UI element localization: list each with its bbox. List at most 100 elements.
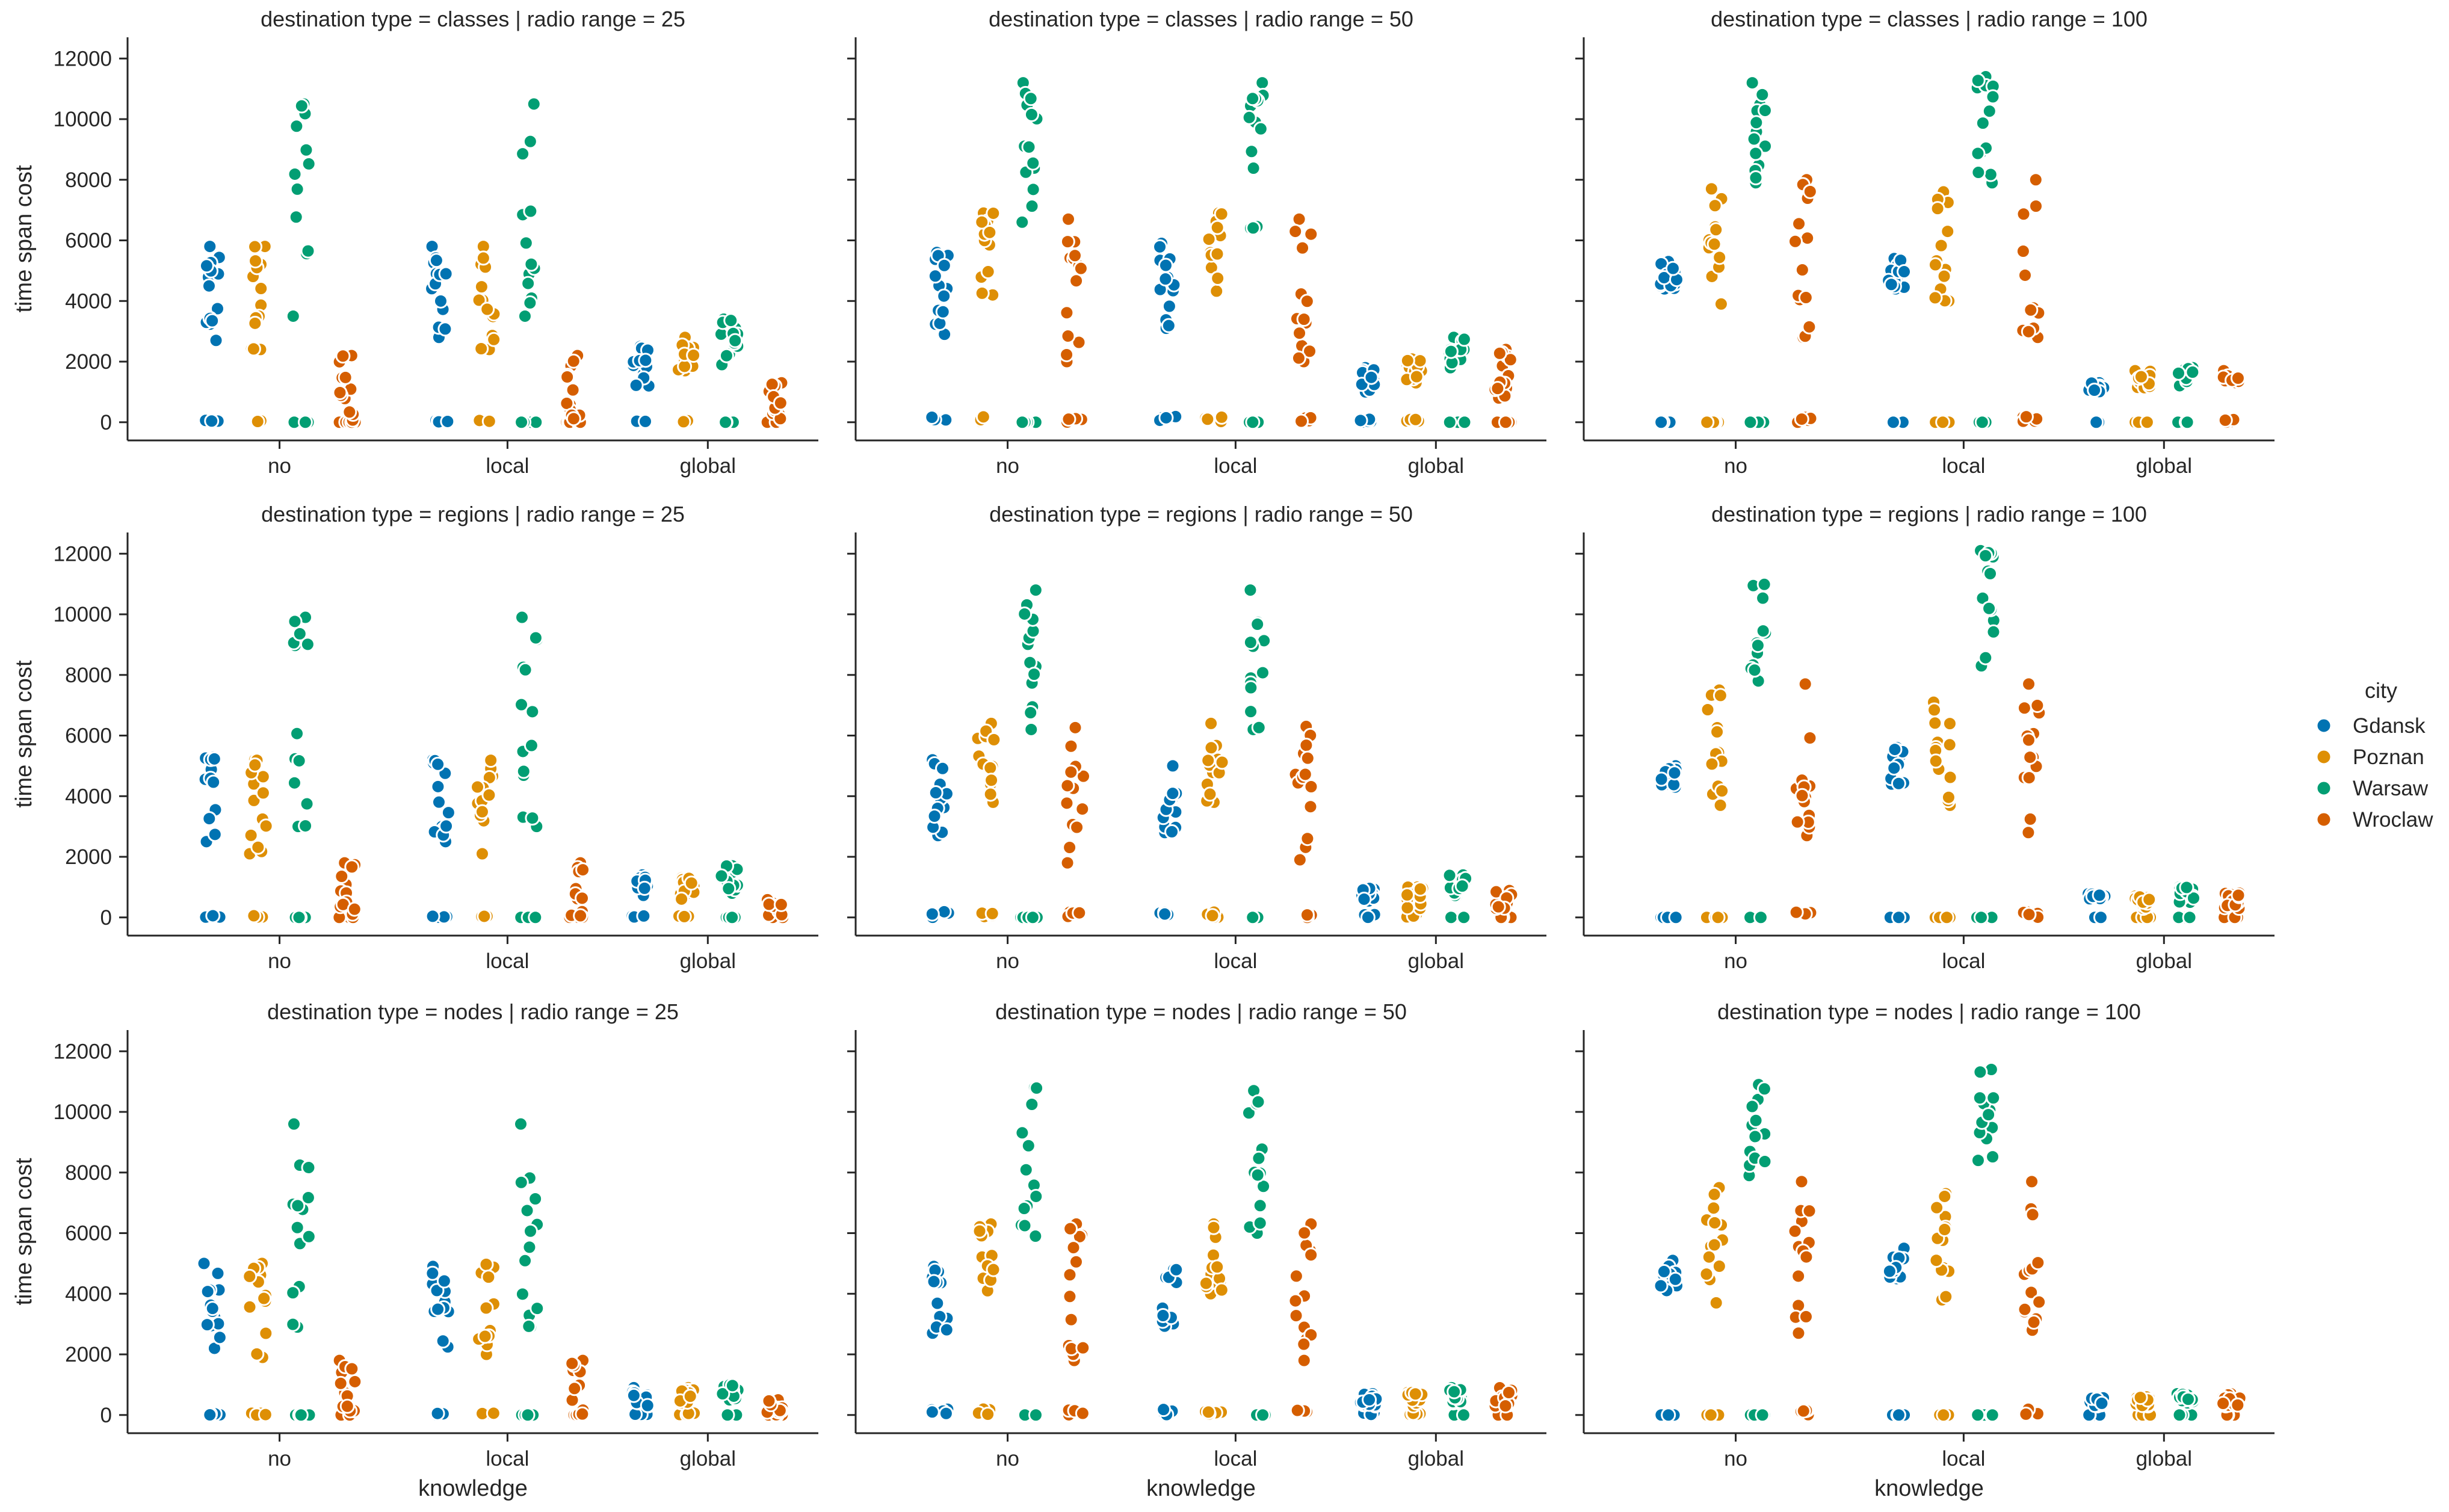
strip-point-poznan [1699, 415, 1715, 430]
strip-point-gdansk [926, 1274, 942, 1289]
strip-point-warsaw [1255, 75, 1270, 91]
strip-point-poznan [478, 1256, 494, 1272]
strip-point-warsaw [1983, 167, 1998, 182]
strip-point-warsaw [1748, 1112, 1764, 1128]
strip-point-poznan [1412, 881, 1428, 897]
strip-point-wroclaw [1802, 184, 1818, 199]
legend-marker-gdansk [2315, 717, 2332, 734]
strip-point-poznan [682, 1389, 698, 1404]
strip-point-poznan [481, 1270, 496, 1285]
facet: destination type = regions | radio range… [847, 502, 1546, 973]
strip-point-poznan [1942, 716, 1957, 732]
legend-marker-warsaw [2315, 780, 2332, 797]
strip-point-warsaw [301, 1160, 317, 1176]
strip-point-gdansk [939, 1322, 954, 1338]
strip-point-wroclaw [344, 859, 360, 875]
strip-point-gdansk [200, 1284, 215, 1300]
strip-point-warsaw [2170, 365, 2186, 381]
strip-point-warsaw [1757, 1153, 1773, 1169]
strip-point-warsaw [718, 415, 733, 430]
strip-point-gdansk [205, 313, 220, 329]
x-tick-label: no [268, 949, 291, 973]
strip-point-poznan [247, 757, 263, 773]
strip-point-warsaw [285, 1285, 301, 1301]
facet: destination type = classes | radio range… [847, 7, 1546, 478]
strip-point-gdansk [936, 258, 952, 273]
strip-point-wroclaw [2021, 825, 2036, 841]
strip-point-poznan [1706, 1237, 1722, 1253]
strip-point-wroclaw [2018, 409, 2034, 425]
strip-point-warsaw [517, 308, 533, 324]
strip-point-poznan [243, 827, 259, 843]
strip-point-poznan [1714, 783, 1730, 799]
strip-point-poznan [480, 301, 495, 317]
strip-point-poznan [242, 1268, 258, 1284]
strip-point-poznan [1206, 1220, 1221, 1235]
strip-point-wroclaw [2030, 1255, 2046, 1271]
strip-point-wroclaw [1075, 1340, 1091, 1356]
strip-point-gdansk [1158, 258, 1173, 273]
strip-point-wroclaw [1075, 1406, 1090, 1421]
strip-point-poznan [982, 224, 998, 240]
legend-marker-wroclaw [2315, 811, 2332, 828]
strip-point-wroclaw [1791, 216, 1807, 232]
strip-point-warsaw [513, 1174, 529, 1190]
strip-point-gdansk [1891, 776, 1906, 791]
strip-point-wroclaw [1787, 233, 1803, 249]
strip-point-warsaw [290, 1198, 306, 1214]
strip-point-wroclaw [2017, 267, 2033, 283]
strip-point-poznan [1706, 1186, 1722, 1202]
strip-point-wroclaw [1797, 676, 1813, 692]
strip-point-gdansk [1667, 1271, 1683, 1287]
strip-point-poznan [1214, 409, 1229, 425]
strip-point-wroclaw [2022, 811, 2038, 827]
strip-point-wroclaw [2025, 1207, 2040, 1223]
strip-point-wroclaw [1068, 1254, 1084, 1270]
strip-point-gdansk [425, 1265, 440, 1281]
strip-point-gdansk [1667, 765, 1682, 781]
strip-point-gdansk [1353, 413, 1368, 428]
strip-point-wroclaw [1060, 855, 1075, 871]
strip-point-warsaw [1250, 616, 1265, 632]
strip-point-warsaw [1456, 1407, 1471, 1423]
y-tick-label: 4000 [65, 289, 112, 313]
strip-point-wroclaw [334, 868, 350, 884]
strip-point-wroclaw [1060, 234, 1075, 250]
y-tick-label: 2000 [65, 1343, 112, 1366]
strip-point-wroclaw [1802, 730, 1818, 745]
strip-point-wroclaw [1072, 1229, 1087, 1244]
strip-point-poznan [474, 804, 490, 819]
strip-point-gdansk [638, 353, 653, 368]
strip-point-wroclaw [342, 404, 357, 420]
strip-point-wroclaw [1296, 312, 1312, 327]
strip-point-wroclaw [565, 382, 581, 398]
x-tick-label: global [680, 949, 736, 973]
x-tick-label: local [1942, 949, 1985, 973]
strip-point-warsaw [1974, 910, 1989, 925]
strip-point-wroclaw [2021, 907, 2037, 922]
strip-point-gdansk [199, 1317, 215, 1333]
x-tick-label: global [680, 1447, 736, 1470]
strip-point-warsaw [1981, 103, 1997, 119]
strip-point-wroclaw [1069, 819, 1085, 835]
strip-point-wroclaw [1059, 305, 1075, 321]
strip-point-gdansk [1360, 910, 1376, 925]
strip-point-warsaw [521, 1318, 537, 1334]
x-axis-label: knowledge [1146, 1476, 1256, 1501]
strip-point-poznan [1202, 786, 1218, 802]
strip-point-poznan [1936, 268, 1952, 284]
strip-point-gdansk [212, 1330, 227, 1345]
strip-point-wroclaw [344, 1361, 360, 1377]
strip-point-warsaw [1251, 1150, 1267, 1166]
strip-point-poznan [1941, 789, 1956, 805]
strip-point-poznan [1928, 753, 1944, 769]
strip-point-gdansk [930, 1295, 945, 1311]
y-tick-label: 10000 [54, 1100, 112, 1124]
strip-point-warsaw [1024, 199, 1040, 214]
x-tick-label: local [1214, 1447, 1257, 1470]
strip-point-wroclaw [2031, 1294, 2047, 1310]
strip-point-warsaw [286, 1116, 301, 1132]
strip-point-wroclaw [2024, 1174, 2040, 1190]
strip-point-poznan [248, 253, 264, 269]
strip-point-gdansk [936, 904, 952, 919]
